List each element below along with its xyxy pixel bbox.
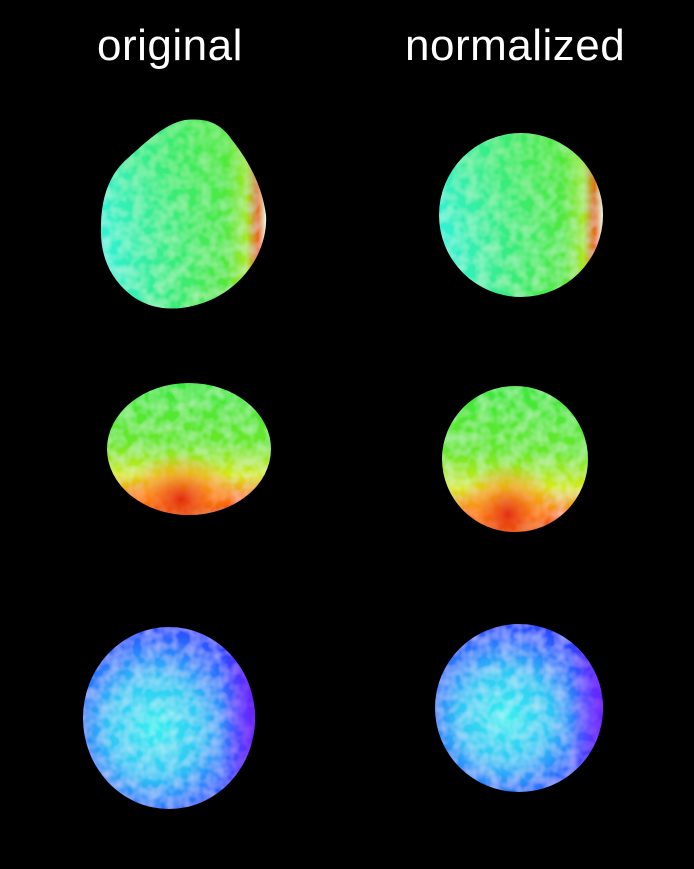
panel-row1-normalized bbox=[439, 133, 603, 297]
panel-row2-original bbox=[107, 383, 271, 515]
column-header-original: original bbox=[97, 21, 243, 70]
panel-row2-normalized bbox=[442, 386, 588, 532]
panel-row3-normalized bbox=[435, 624, 603, 792]
column-header-normalized: normalized bbox=[405, 21, 626, 70]
panel-row3-original bbox=[83, 627, 255, 809]
panel-row1-original bbox=[100, 119, 267, 309]
